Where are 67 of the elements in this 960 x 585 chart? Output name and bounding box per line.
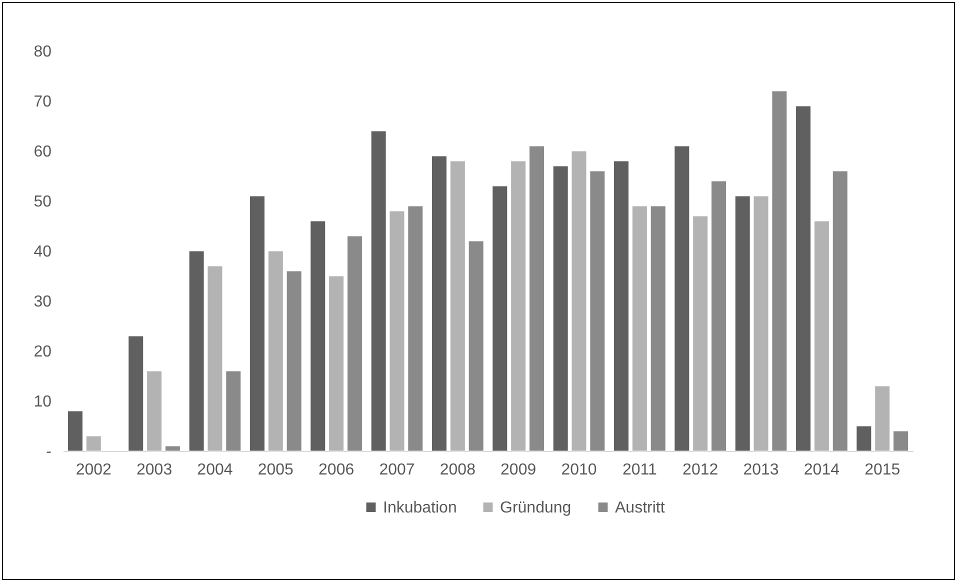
bar bbox=[370, 130, 386, 452]
y-tick-label: 70 bbox=[34, 94, 52, 110]
bar bbox=[856, 426, 872, 452]
x-tick-label: 2002 bbox=[76, 462, 112, 478]
bar bbox=[328, 276, 344, 452]
bar bbox=[692, 216, 708, 452]
legend-label: Inkubation bbox=[383, 499, 457, 516]
x-tick-label: 2005 bbox=[258, 462, 294, 478]
bar bbox=[893, 430, 909, 452]
bar bbox=[510, 160, 526, 452]
y-tick-label: 10 bbox=[34, 394, 52, 410]
bar bbox=[492, 186, 508, 452]
bar bbox=[650, 206, 666, 452]
bar bbox=[450, 160, 466, 452]
y-tick-label: 40 bbox=[34, 244, 52, 260]
bar bbox=[529, 146, 545, 452]
bar bbox=[249, 196, 265, 452]
bar bbox=[632, 206, 648, 452]
bar bbox=[86, 436, 102, 452]
x-tick-label: 2008 bbox=[440, 462, 476, 478]
y-tick-label: 30 bbox=[34, 294, 52, 310]
x-tick-label: 2014 bbox=[804, 462, 840, 478]
bar bbox=[772, 90, 788, 452]
x-tick-label: 2015 bbox=[864, 462, 900, 478]
y-tick-label: 20 bbox=[34, 344, 52, 360]
x-tick-label: 2010 bbox=[561, 462, 597, 478]
bar bbox=[571, 150, 587, 452]
bar bbox=[268, 250, 284, 452]
bar bbox=[468, 240, 484, 452]
x-tick-label: 2012 bbox=[682, 462, 718, 478]
bar bbox=[207, 266, 223, 452]
bar bbox=[431, 156, 447, 452]
bar bbox=[408, 206, 424, 452]
bar bbox=[734, 196, 750, 452]
bar bbox=[346, 236, 362, 452]
bar bbox=[146, 370, 162, 452]
bar bbox=[67, 410, 83, 452]
bar bbox=[711, 180, 727, 452]
x-tick-label: 2011 bbox=[622, 462, 657, 478]
bar bbox=[832, 170, 848, 452]
x-tick-label: 2003 bbox=[136, 462, 172, 478]
bar bbox=[164, 446, 180, 452]
y-tick-label: 60 bbox=[34, 144, 52, 160]
x-tick-label: 2013 bbox=[743, 462, 779, 478]
bar bbox=[753, 196, 769, 452]
y-tick-label: 50 bbox=[34, 194, 52, 210]
bar bbox=[874, 386, 890, 452]
legend-label: Gründung bbox=[500, 499, 572, 516]
legend-label: Austritt bbox=[615, 499, 666, 516]
x-tick-label: 2006 bbox=[318, 462, 354, 478]
x-tick-label: 2007 bbox=[379, 462, 415, 478]
bar bbox=[590, 170, 606, 452]
bar bbox=[128, 336, 144, 452]
bar bbox=[286, 270, 302, 452]
y-tick-label: - bbox=[46, 444, 52, 460]
bar bbox=[389, 210, 405, 452]
bar bbox=[674, 146, 690, 452]
bar bbox=[226, 370, 242, 452]
bar bbox=[814, 220, 830, 452]
y-tick-label: 80 bbox=[34, 44, 52, 60]
x-tick-label: 2009 bbox=[500, 462, 536, 478]
bar bbox=[310, 220, 326, 452]
bar bbox=[796, 106, 812, 452]
x-tick-label: 2004 bbox=[197, 462, 233, 478]
bar bbox=[614, 160, 630, 452]
bar bbox=[188, 250, 204, 452]
bar bbox=[552, 166, 568, 452]
